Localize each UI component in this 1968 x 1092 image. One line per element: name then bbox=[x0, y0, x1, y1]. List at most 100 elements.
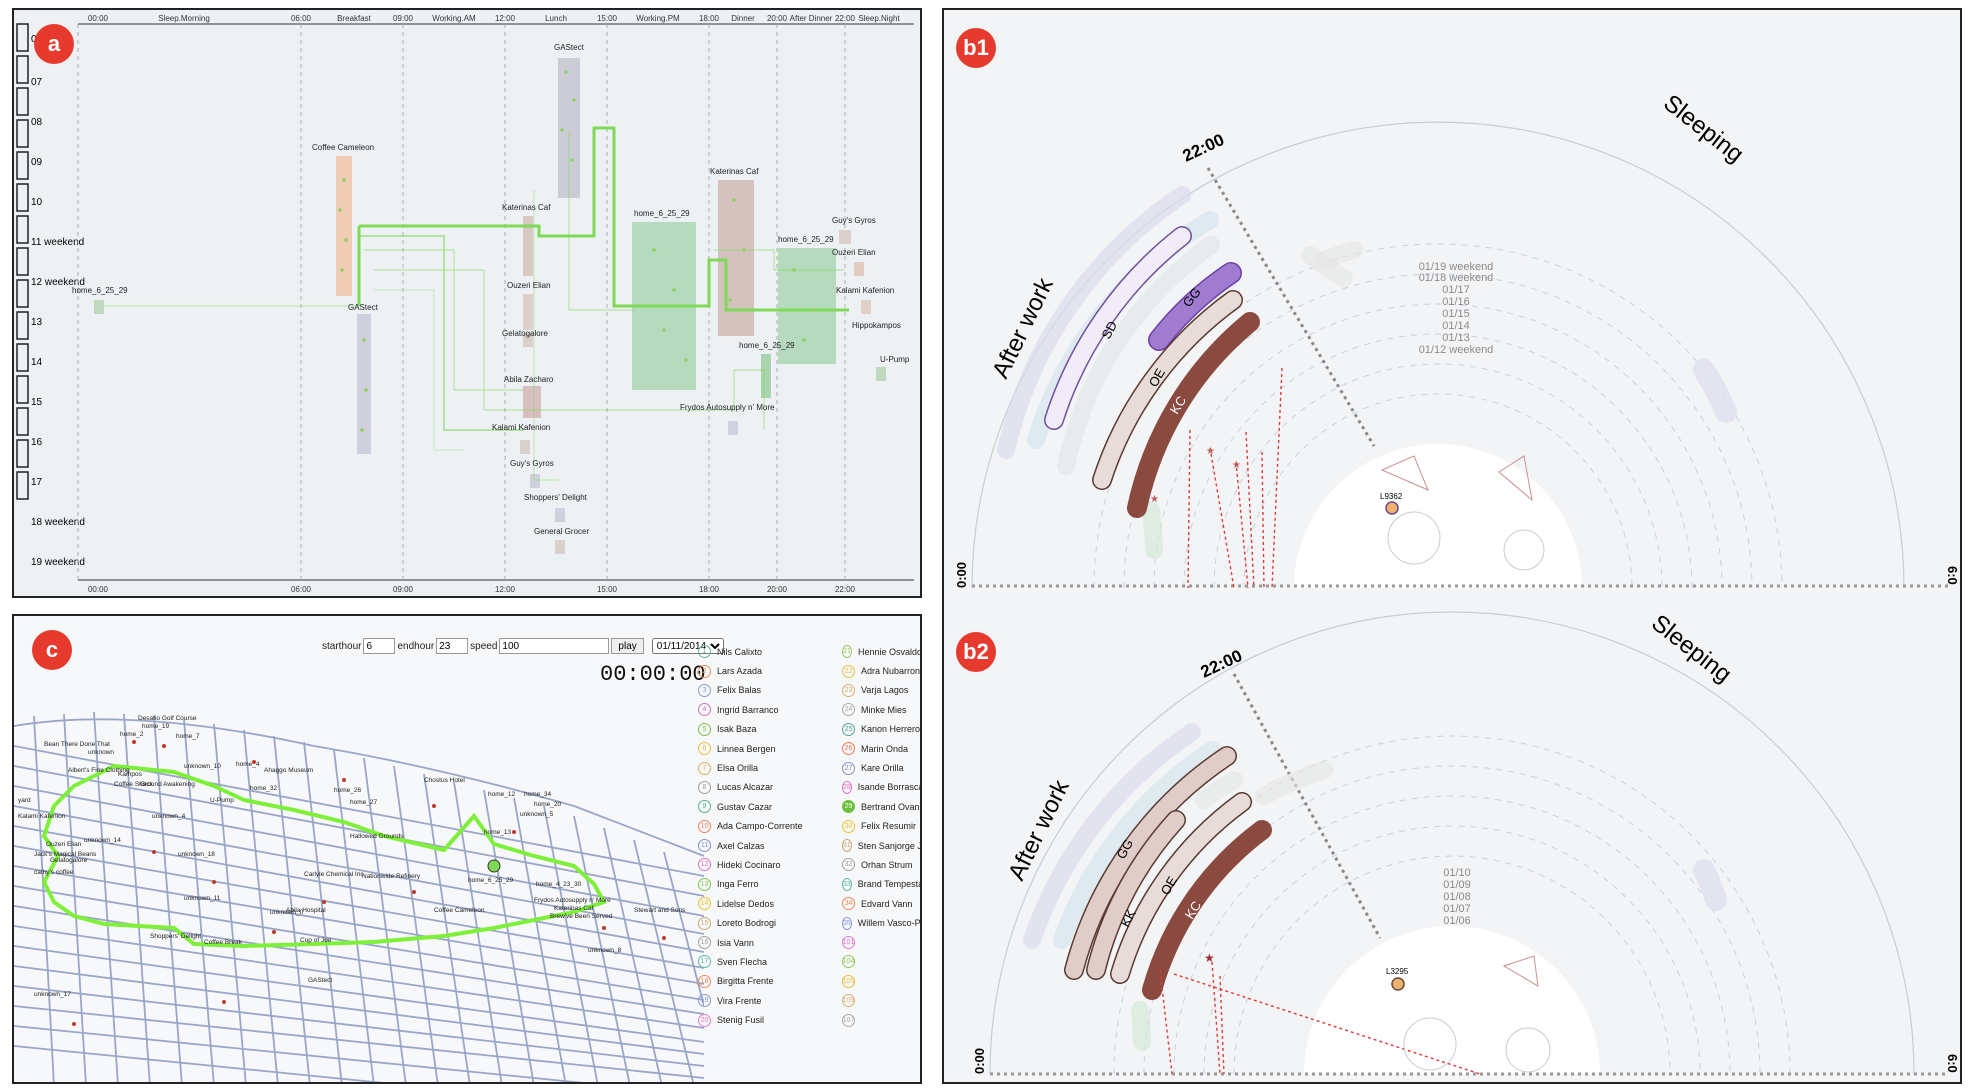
svg-text:Carlyle Chemical Inc: Carlyle Chemical Inc bbox=[304, 871, 364, 878]
legend-item[interactable]: 101 bbox=[842, 933, 920, 952]
legend-number: 3 bbox=[698, 683, 711, 697]
star-markers: ★ bbox=[1204, 951, 1215, 965]
legend-item[interactable]: 9 Gustav Cazar bbox=[698, 797, 803, 816]
legend-name: Vira Frente bbox=[717, 995, 762, 1006]
day-label: 11 weekend bbox=[31, 237, 84, 248]
svg-text:unknown_14: unknown_14 bbox=[84, 837, 121, 844]
legend-item[interactable]: 10 Ada Campo-Corrente bbox=[698, 817, 803, 836]
legend-name: Lidelse Dedos bbox=[717, 898, 775, 909]
bottom-tick: 20:00 bbox=[767, 585, 788, 594]
svg-text:Abila Zacharo: Abila Zacharo bbox=[504, 375, 554, 384]
svg-text:home_6_25_29: home_6_25_29 bbox=[72, 286, 128, 295]
svg-text:U-Pump: U-Pump bbox=[210, 797, 234, 804]
speed-input[interactable] bbox=[499, 638, 610, 654]
timeline-svg: 06 07 08 09 10 11 weekend 12 weekend 13 … bbox=[16, 14, 914, 594]
network bbox=[1380, 455, 1545, 571]
legend-item[interactable]: 105 bbox=[842, 972, 920, 991]
legend-item[interactable]: 4 Ingrid Barranco bbox=[698, 700, 803, 719]
legend-item[interactable]: 14 Lidelse Dedos bbox=[698, 894, 803, 913]
legend-name: Linnea Bergen bbox=[717, 743, 776, 754]
top-tick: 20:00 bbox=[767, 14, 788, 23]
legend-item[interactable]: 15 Loreto Bodrogi bbox=[698, 913, 803, 932]
node-label: L3295 bbox=[1386, 967, 1409, 976]
legend-item[interactable]: 13 Inga Ferro bbox=[698, 875, 803, 894]
legend-item[interactable]: 29 Bertrand Ovan bbox=[842, 797, 920, 816]
play-button[interactable]: play bbox=[611, 638, 644, 654]
current-position bbox=[487, 859, 501, 873]
legend-item[interactable]: 30 Felix Resumir bbox=[842, 817, 920, 836]
legend-item[interactable]: 18 Birgitta Frente bbox=[698, 972, 803, 991]
endhour-input[interactable] bbox=[436, 638, 469, 654]
svg-text:Stewart and Sons: Stewart and Sons bbox=[634, 907, 686, 914]
legend-item[interactable]: 7 Elsa Orilla bbox=[698, 758, 803, 777]
bottom-tick: 06:00 bbox=[291, 585, 312, 594]
legend-item[interactable]: 17 Sven Flecha bbox=[698, 952, 803, 971]
map-markers bbox=[72, 740, 666, 1026]
legend-item[interactable]: 23 Varja Lagos bbox=[842, 681, 920, 700]
legend-item[interactable]: 8 Lucas Alcazar bbox=[698, 778, 803, 797]
legend-item[interactable]: 5 Isak Baza bbox=[698, 720, 803, 739]
legend-name: Axel Calzas bbox=[717, 840, 765, 851]
svg-text:Ouzeri Elian: Ouzeri Elian bbox=[507, 281, 551, 290]
svg-text:Desafio Golf Course: Desafio Golf Course bbox=[138, 715, 197, 722]
legend-number: 33 bbox=[842, 877, 852, 891]
legend-item[interactable]: 19 Vira Frente bbox=[698, 991, 803, 1010]
svg-text:Hippokampos: Hippokampos bbox=[852, 321, 901, 330]
radial-b2: GG KK OE KC ★ L3295 01/10 01/09 01/08 bbox=[972, 609, 1960, 1076]
legend-item[interactable]: 104 bbox=[842, 952, 920, 971]
legend-item[interactable]: 28 Isande Borrasca bbox=[842, 778, 920, 797]
legend-item[interactable]: 2 Lars Azada bbox=[698, 661, 803, 680]
svg-text:Gelatogalore: Gelatogalore bbox=[50, 857, 88, 864]
selected-node[interactable] bbox=[1385, 501, 1399, 515]
period-label: Sleep.Morning bbox=[158, 14, 210, 23]
day-label: 19 weekend bbox=[31, 557, 85, 568]
highlighted-route bbox=[41, 763, 607, 949]
legend-item[interactable]: 31 Sten Sanjorge Jr bbox=[842, 836, 920, 855]
legend-number: 9 bbox=[698, 800, 711, 814]
visit-dots bbox=[338, 70, 816, 432]
legend-item[interactable]: 20 Stenig Fusil bbox=[698, 1010, 803, 1029]
legend-item[interactable]: 35 Willem Vasco-Pais bbox=[842, 913, 920, 932]
svg-text:unknown_0: unknown_0 bbox=[270, 909, 304, 916]
svg-text:Bean There Done That: Bean There Done That bbox=[44, 741, 110, 748]
legend-item[interactable]: 34 Edvard Vann bbox=[842, 894, 920, 913]
period-label-right: Sleeping bbox=[1658, 89, 1748, 168]
legend-item[interactable]: 22 Adra Nubarron bbox=[842, 661, 920, 680]
city-map: Desafio Golf Course home_19 home_2 home_… bbox=[14, 711, 704, 1082]
legend-name: Birgitta Frente bbox=[717, 976, 774, 987]
legend-item[interactable]: 21 Hennie Osvaldo bbox=[842, 642, 920, 661]
legend-item[interactable]: 12 Hideki Cocinaro bbox=[698, 855, 803, 874]
legend-item[interactable]: 16 Isia Vann bbox=[698, 933, 803, 952]
svg-text:home_12: home_12 bbox=[488, 791, 515, 798]
day-label: 12 weekend bbox=[31, 277, 85, 288]
legend-item[interactable]: 11 Axel Calzas bbox=[698, 836, 803, 855]
legend-item[interactable]: 26 Marin Onda bbox=[842, 739, 920, 758]
svg-text:01/09: 01/09 bbox=[1443, 879, 1471, 891]
svg-text:Jack's Magical Beans: Jack's Magical Beans bbox=[34, 851, 97, 858]
street-grid bbox=[14, 711, 704, 1082]
legend-number: 27 bbox=[842, 761, 855, 775]
selected-node[interactable] bbox=[1391, 977, 1405, 991]
legend-item[interactable]: 27 Kare Orilla bbox=[842, 758, 920, 777]
legend-name: Felix Balas bbox=[717, 685, 762, 696]
legend-number: 1 bbox=[698, 645, 711, 659]
svg-text:01/19 weekend: 01/19 weekend bbox=[1419, 261, 1494, 273]
legend-number: 106 bbox=[842, 994, 855, 1008]
speed-label: speed bbox=[470, 640, 498, 652]
legend-item[interactable]: 107 bbox=[842, 1010, 920, 1029]
legend-name: Brand Tempestad bbox=[857, 879, 922, 890]
node-label: L9362 bbox=[1380, 492, 1403, 501]
svg-text:GAStect: GAStect bbox=[348, 303, 379, 312]
legend-item[interactable]: 6 Linnea Bergen bbox=[698, 739, 803, 758]
legend-number: 19 bbox=[698, 994, 711, 1008]
legend-item[interactable]: 106 bbox=[842, 991, 920, 1010]
svg-text:home_7: home_7 bbox=[176, 733, 200, 740]
legend-item[interactable]: 24 Minke Mies bbox=[842, 700, 920, 719]
starthour-input[interactable] bbox=[363, 638, 396, 654]
legend-item[interactable]: 1 Nils Calixto bbox=[698, 642, 803, 661]
legend-item[interactable]: 33 Brand Tempestad bbox=[842, 875, 922, 894]
legend-item[interactable]: 32 Orhan Strum bbox=[842, 855, 920, 874]
legend-item[interactable]: 3 Felix Balas bbox=[698, 681, 803, 700]
svg-text:home_27: home_27 bbox=[350, 799, 377, 806]
legend-item[interactable]: 25 Kanon Herrero bbox=[842, 720, 920, 739]
